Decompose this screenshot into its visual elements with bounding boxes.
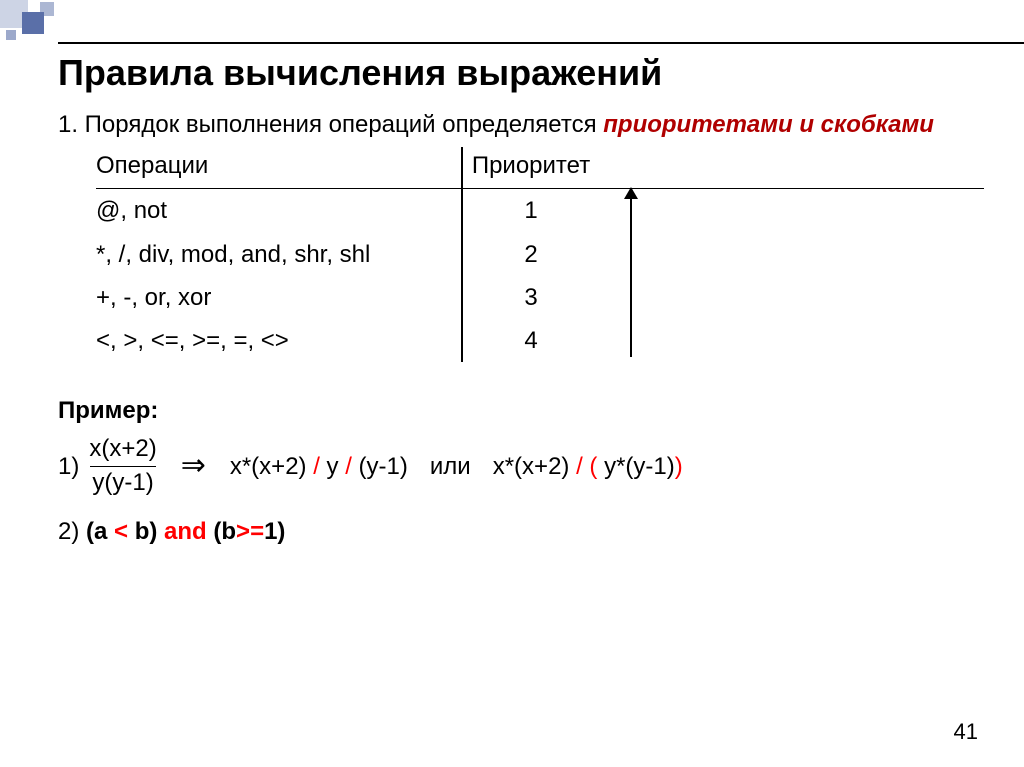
table-row: +, -, or, xor 3 [96,276,984,319]
priority-arrow [624,187,638,357]
cell-ops: @, not [96,189,461,232]
table-header-row: Операции Приоритет [96,147,984,189]
cell-pri: 2 [461,233,601,276]
expr2: x*(x+2) / ( y*(y-1)) [493,448,683,485]
cell-ops: <, >, <=, >=, =, <> [96,319,461,362]
table-row: <, >, <=, >=, =, <> 4 [96,319,984,362]
intro-highlight: приоритетами и скобками [603,111,934,138]
arrow-icon: ⇒ [181,443,206,490]
fraction-denominator: y(y-1) [90,466,155,499]
cell-ops: +, -, or, xor [96,276,461,319]
cell-pri: 1 [461,189,601,232]
indent-block: Операции Приоритет @, not 1 *, /, div, m… [58,147,984,362]
slide-title: Правила вычисления выражений [58,52,984,94]
intro-prefix: 1. Порядок выполнения операций определяе… [58,111,603,138]
ex1-marker: 1) [58,448,79,485]
table-row: @, not 1 [96,189,984,232]
slide-body: 1. Порядок выполнения операций определяе… [58,106,984,550]
expr1: x*(x+2) / y / (y-1) [230,448,408,485]
cell-pri: 3 [461,276,601,319]
fraction-numerator: x(x+2) [89,433,156,465]
intro-line: 1. Порядок выполнения операций определяе… [58,106,984,143]
top-divider [58,42,1024,44]
example-label: Пример: [58,392,984,429]
ex2-prefix: 2) [58,518,86,545]
expr-sep: или [430,448,471,485]
cell-pri: 4 [461,319,601,362]
header-operations: Операции [96,147,461,184]
table-vertical-line [461,147,463,362]
expression-line: x*(x+2) / y / (y-1) или x*(x+2) / ( y*(y… [230,448,683,485]
table-row: *, /, div, mod, and, shr, shl 2 [96,233,984,276]
cell-ops: *, /, div, mod, and, shr, shl [96,233,461,276]
header-priority: Приоритет [461,147,601,184]
fraction-block: 1) x(x+2) y(y-1) [58,433,157,499]
example-1: 1) x(x+2) y(y-1) ⇒ x*(x+2) / y / (y-1) и… [58,433,984,499]
page-number: 41 [954,719,978,745]
slide-content: Правила вычисления выражений 1. Порядок … [58,52,984,550]
fraction: x(x+2) y(y-1) [89,433,156,499]
example-2: 2) (a < b) and (b>=1) [58,513,984,550]
priority-table: Операции Приоритет @, not 1 *, /, div, m… [96,147,984,362]
